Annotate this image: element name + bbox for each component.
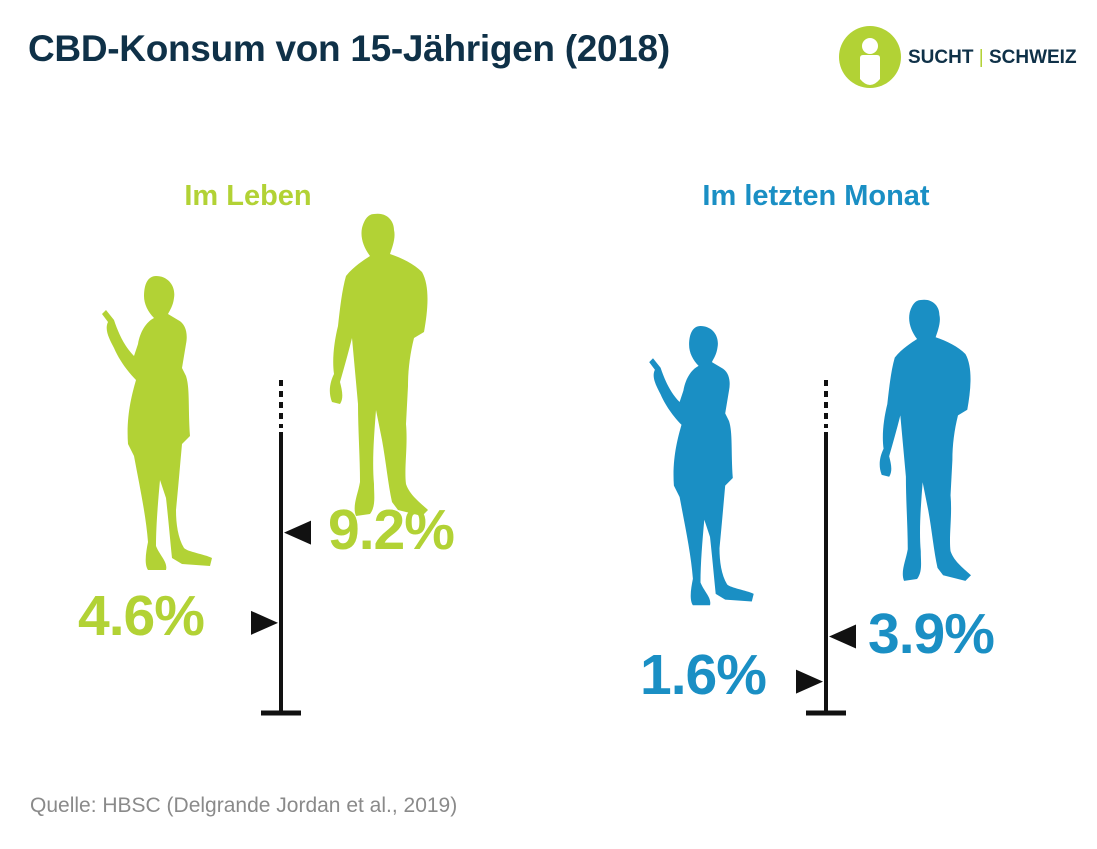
value-label-month-male: 3.9% (868, 601, 995, 666)
male-figure-icon-lifetime (329, 213, 428, 517)
logo-text-right: SCHWEIZ (988, 47, 1077, 68)
source-note: Quelle: HBSC (Delgrande Jordan et al., 2… (30, 794, 458, 817)
group-title-lifetime: Im Leben (184, 180, 312, 212)
marker-1-1 (829, 624, 856, 649)
logo-text-left: SUCHT (908, 47, 974, 68)
marker-1-0 (796, 669, 823, 694)
logo-mark-icon (839, 26, 901, 88)
logo-separator: | (978, 47, 984, 68)
marker-0-1 (284, 520, 311, 545)
page-title: CBD-Konsum von 15-Jährigen (2018) (28, 28, 670, 69)
value-label-lifetime-male: 9.2% (328, 497, 455, 562)
marker-0-0 (251, 610, 278, 635)
group-title-month: Im letzten Monat (702, 180, 930, 212)
sucht-schweiz-logo: SUCHT | SCHWEIZ (838, 25, 1088, 89)
female-figure-icon-month (649, 326, 754, 606)
value-label-lifetime-female: 4.6% (78, 583, 205, 648)
male-figure-icon-month (879, 299, 971, 581)
female-figure-icon-lifetime (102, 276, 212, 570)
value-label-month-female: 1.6% (640, 642, 767, 707)
